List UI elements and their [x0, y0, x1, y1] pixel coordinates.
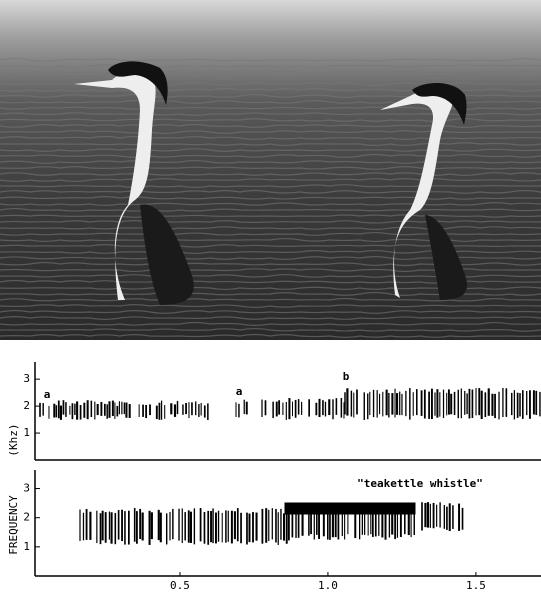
x-tick-label: 1.0	[318, 579, 338, 592]
y-tick-label: 2	[23, 511, 30, 524]
y-tick-label: 3	[23, 482, 30, 495]
annotation: b	[343, 370, 350, 383]
y-tick-label: 1	[23, 426, 30, 439]
annotation: a	[44, 388, 51, 401]
x-tick-label: 0.5	[170, 579, 190, 592]
y-tick-label: 2	[23, 399, 30, 412]
y-label: FREQUENCY	[7, 495, 20, 555]
y-unit: (Khz)	[7, 423, 20, 456]
annotation: "teakettle whistle"	[357, 477, 483, 490]
annotation: a	[236, 385, 243, 398]
figure: (Khz) FREQUENCY 1 2 3 1 2 3 0.5 1.0 1.5 a a b "teake…	[0, 0, 541, 594]
y-tick-label: 3	[23, 372, 30, 385]
spectrogram-traces	[40, 388, 540, 545]
photo	[0, 0, 541, 340]
y-tick-label: 1	[23, 540, 30, 553]
x-tick-label: 1.5	[466, 579, 486, 592]
page: (Khz) FREQUENCY 1 2 3 1 2 3 0.5 1.0 1.5 a a b "teake…	[0, 0, 541, 594]
